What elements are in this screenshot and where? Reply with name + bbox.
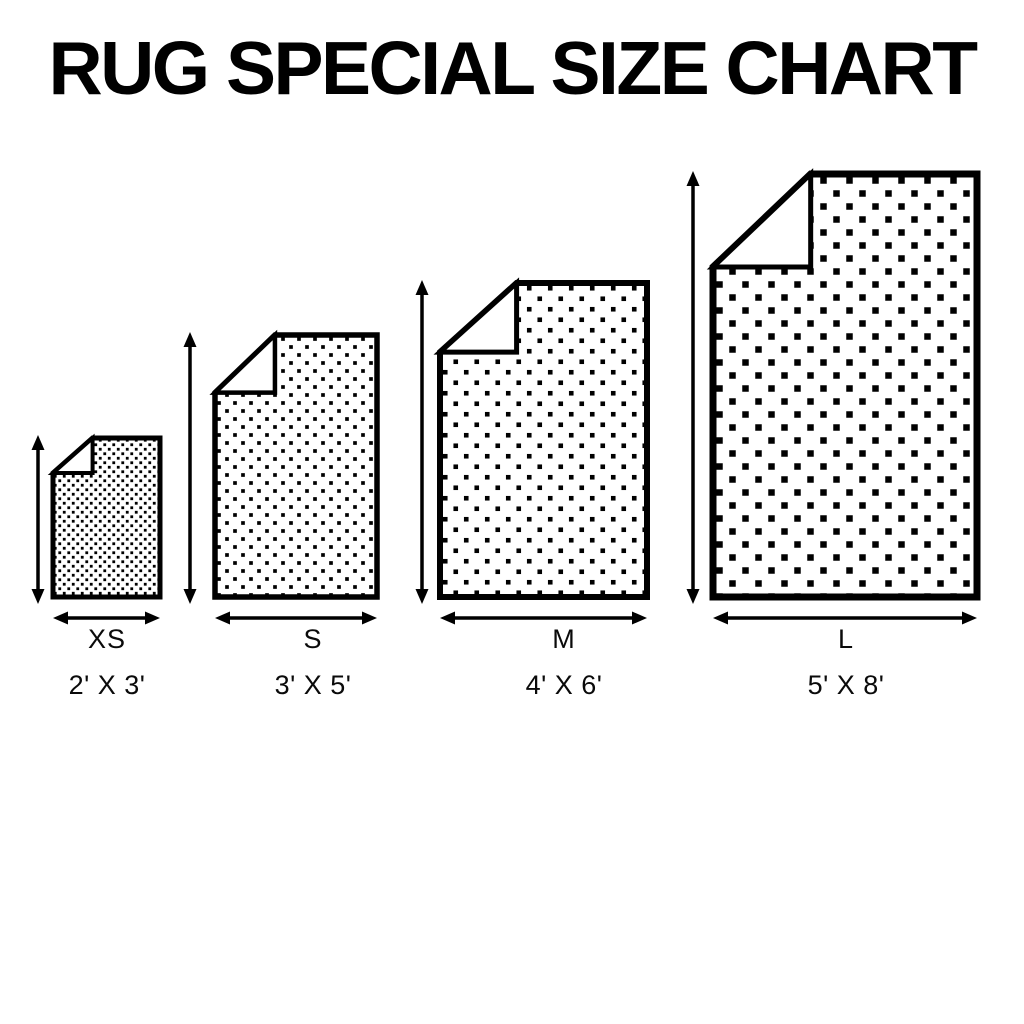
- dimensions-label-m: 4' X 6': [525, 670, 603, 700]
- width-arrow-xs-head-right: [145, 611, 160, 625]
- width-arrow-xs-head-left: [53, 611, 68, 625]
- dimensions-label-s: 3' X 5': [274, 670, 352, 700]
- rug-fold-s: [209, 329, 278, 395]
- height-arrow-s-head-top: [183, 332, 197, 347]
- rug-fold-xs: [47, 433, 95, 475]
- size-label-s: S: [303, 624, 323, 654]
- rug-fold-l: [706, 168, 814, 270]
- size-label-xs: XS: [87, 624, 127, 654]
- dimensions-label-l: 5' X 8': [807, 670, 885, 700]
- height-arrow-m-head-bottom: [415, 589, 429, 604]
- height-arrow-m-head-top: [415, 280, 429, 295]
- size-label-l: L: [837, 624, 855, 654]
- height-arrow-xs-head-top: [31, 435, 45, 450]
- rug-fold-m: [433, 277, 520, 355]
- chart-title: RUG SPECIAL SIZE CHART: [48, 26, 978, 110]
- width-arrow-s-head-left: [215, 611, 230, 625]
- dimensions-label-xs: 2' X 3': [68, 670, 146, 700]
- width-arrow-l-head-left: [713, 611, 728, 625]
- height-arrow-xs-head-bottom: [31, 589, 45, 604]
- width-arrow-m-head-right: [632, 611, 647, 625]
- width-arrow-s-head-right: [362, 611, 377, 625]
- size-label-m: M: [552, 624, 576, 654]
- width-arrow-m-head-left: [440, 611, 455, 625]
- height-arrow-l-head-top: [686, 171, 700, 186]
- height-arrow-s-head-bottom: [183, 589, 197, 604]
- width-arrow-l-head-right: [962, 611, 977, 625]
- height-arrow-l-head-bottom: [686, 589, 700, 604]
